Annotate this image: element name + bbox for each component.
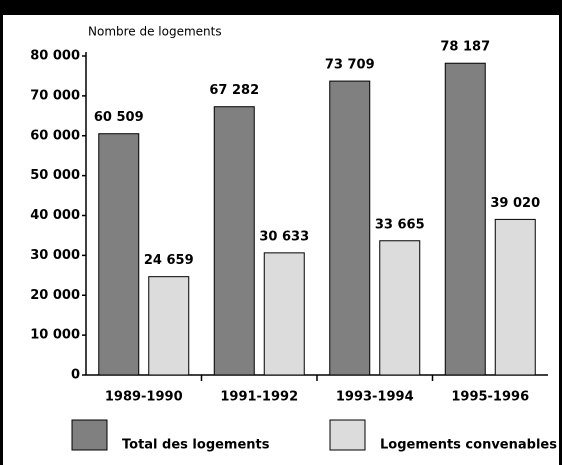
y-axis-label: Nombre de logements [88, 25, 222, 39]
bar [329, 80, 371, 376]
x-tick-label: 1993-1994 [336, 390, 414, 405]
value-label: 73 709 [325, 58, 375, 73]
value-label: 39 020 [490, 196, 540, 211]
x-tick-label: 1989-1990 [105, 390, 183, 405]
y-tick-label: 80 000 [30, 49, 80, 64]
legend-label: Logements convenables [380, 438, 557, 453]
y-tick-label: 0 [71, 368, 80, 383]
bar [148, 276, 190, 376]
bar [379, 240, 421, 376]
frame-left [0, 0, 3, 465]
legend-swatch [71, 419, 108, 451]
y-tick-label: 60 000 [30, 128, 80, 143]
value-label: 33 665 [375, 217, 425, 232]
bar [494, 218, 536, 376]
y-tick-label: 50 000 [30, 168, 80, 183]
bar [98, 133, 140, 376]
y-tick-label: 10 000 [30, 328, 80, 343]
y-tick-label: 70 000 [30, 88, 80, 103]
x-tick-label: 1991-1992 [220, 390, 298, 405]
value-label: 30 633 [259, 229, 309, 244]
frame-right [559, 0, 562, 465]
x-tick-label: 1995-1996 [451, 390, 529, 405]
bar [263, 252, 305, 376]
y-tick-label: 20 000 [30, 288, 80, 303]
legend-swatch [329, 419, 366, 451]
bar [444, 62, 486, 376]
value-label: 24 659 [144, 253, 194, 268]
value-label: 60 509 [94, 110, 144, 125]
value-label: 67 282 [209, 83, 259, 98]
frame-top [0, 0, 562, 15]
value-label: 78 187 [440, 40, 490, 55]
y-tick-label: 40 000 [30, 208, 80, 223]
bar [213, 106, 255, 376]
y-tick-label: 30 000 [30, 248, 80, 263]
legend-label: Total des logements [122, 438, 270, 453]
